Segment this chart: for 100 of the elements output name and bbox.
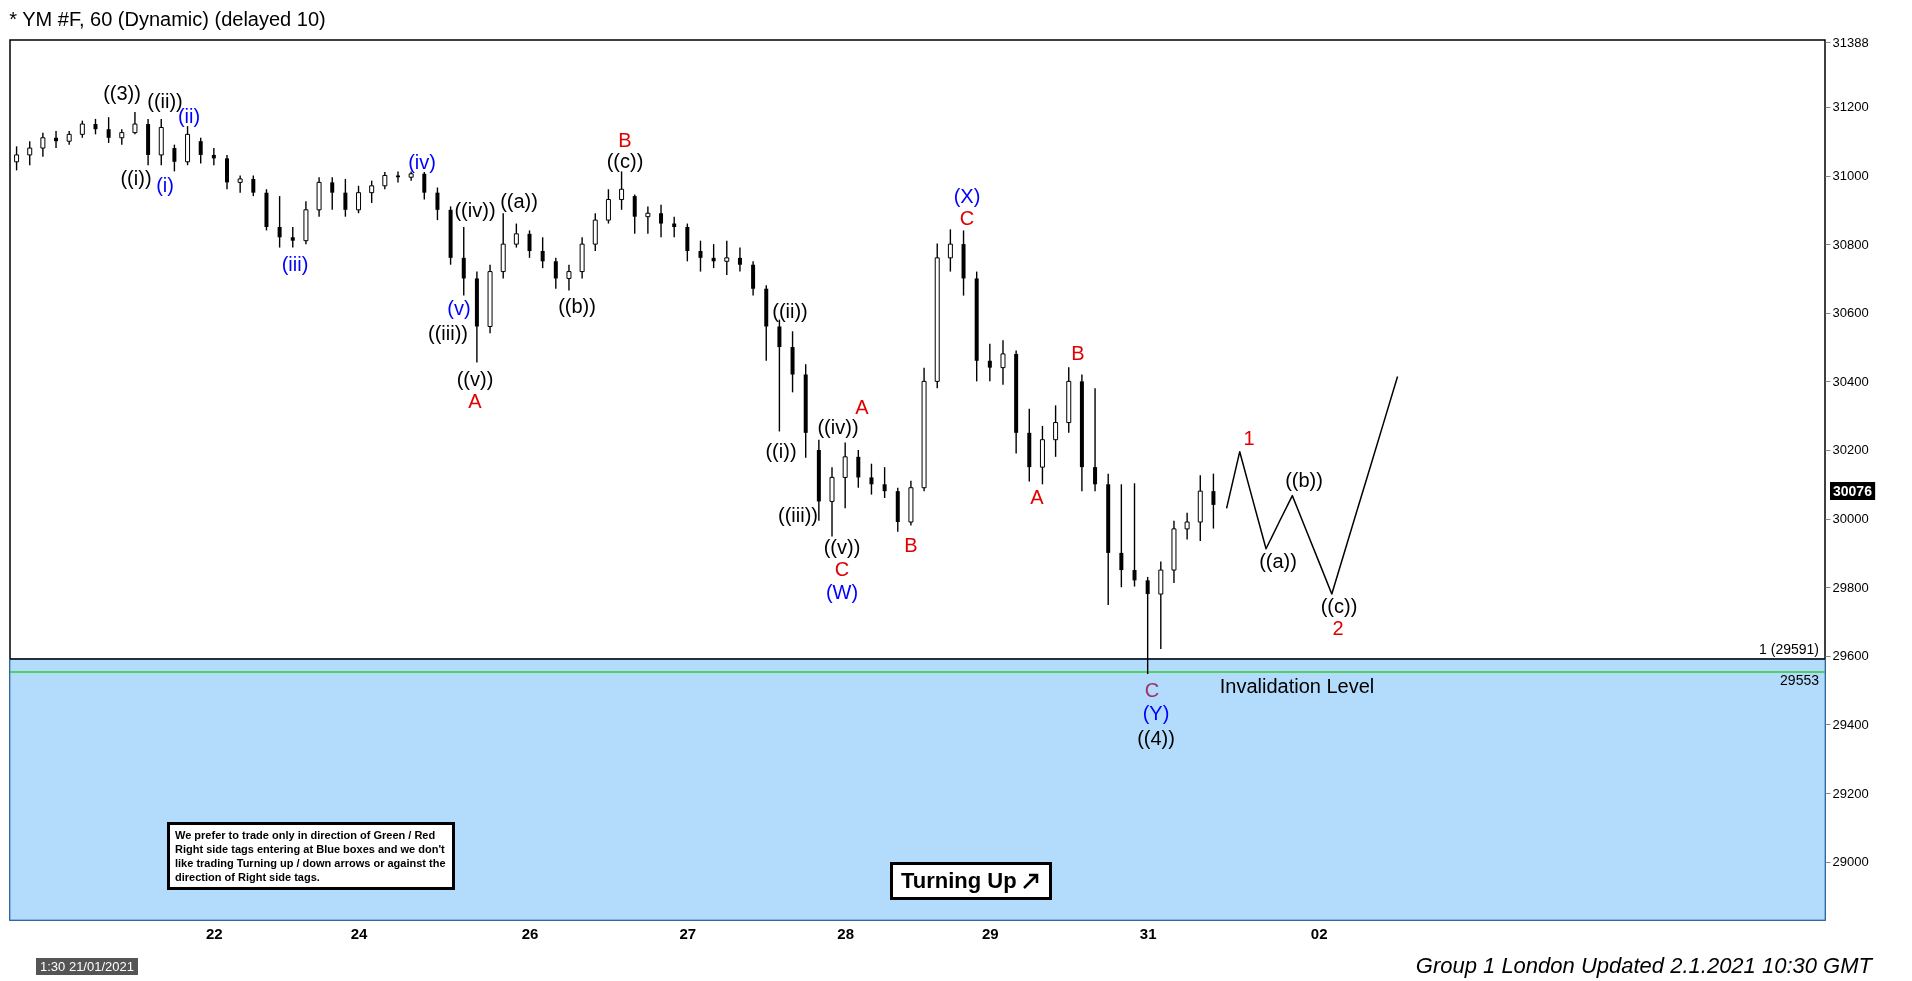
annotation: ((b)): [558, 295, 596, 317]
x-tick-label: 29: [981, 924, 999, 942]
annotation: (W): [825, 581, 859, 603]
candlestick: [1184, 512, 1190, 541]
candlestick: [435, 186, 440, 221]
candlestick: [237, 174, 243, 194]
candlestick: [369, 179, 375, 204]
annotation: Invalidation Level: [1219, 675, 1375, 697]
text: 1:30 21/01/2021: [36, 958, 138, 975]
candlestick: [566, 264, 572, 292]
y-tick-label: 29400: [1832, 716, 1869, 732]
annotation: (X): [953, 185, 981, 207]
y-tick-label: 29000: [1832, 854, 1869, 870]
annotation: ((iv)): [817, 416, 859, 438]
annotation: Turning Up: [901, 868, 1017, 894]
y-tick-label: 29200: [1832, 785, 1869, 801]
y-tick-label: 30000: [1832, 511, 1869, 527]
annotation: ((a)): [500, 190, 538, 212]
candlestick: [1000, 339, 1006, 386]
annotation: C: [1144, 679, 1160, 701]
candlestick: [605, 188, 611, 225]
candlestick: [882, 466, 887, 499]
annotation: ((iii)): [428, 322, 468, 344]
annotation: ((iv)): [454, 199, 496, 221]
candlestick: [553, 257, 558, 290]
label-box: Turning Up: [890, 862, 1052, 900]
candlestick: [1053, 404, 1059, 458]
annotation: ((iii)): [778, 504, 818, 526]
annotation: ((c)): [1320, 595, 1358, 617]
annotation: B: [1071, 342, 1085, 364]
candlestick: [1132, 482, 1137, 588]
candlestick: [947, 228, 953, 273]
candlestick: [343, 178, 348, 218]
x-tick-label: 02: [1310, 924, 1328, 942]
line-series: [1225, 375, 1399, 595]
ref-line-label: 29553: [1780, 671, 1820, 688]
annotation: ((a)): [1259, 550, 1297, 572]
annotation: B: [904, 534, 918, 556]
candlestick: [645, 205, 651, 235]
candlestick: [659, 203, 664, 238]
candlestick: [1119, 483, 1124, 588]
candlestick: [106, 116, 111, 144]
candlestick: [27, 140, 33, 166]
annotation: ((v)): [456, 368, 494, 390]
annotation: B: [618, 129, 632, 151]
candlestick: [698, 240, 703, 273]
x-tick-label: 26: [521, 924, 539, 942]
x-tick-label: 28: [837, 924, 855, 942]
candlestick: [251, 174, 256, 197]
annotation: A: [855, 396, 870, 418]
candlestick: [619, 170, 625, 211]
y-tick-label: 30200: [1832, 442, 1869, 458]
candlestick: [540, 236, 545, 269]
candlestick: [14, 145, 20, 172]
y-tick-label: 29800: [1832, 579, 1869, 595]
y-tick-label: 29600: [1832, 648, 1869, 664]
candlestick: [198, 137, 203, 165]
candlestick: [724, 240, 730, 276]
candlestick: [1211, 472, 1216, 530]
annotation: 1: [1243, 427, 1255, 449]
candlestick: [132, 111, 138, 136]
text: 30076: [1833, 483, 1873, 499]
y-tick-label: 30400: [1832, 373, 1869, 389]
annotation: 2: [1332, 617, 1344, 639]
annotation: ((b)): [1285, 469, 1323, 491]
y-tick-label: 30800: [1832, 236, 1869, 252]
candlestick: [461, 226, 466, 297]
x-tick-label: 31: [1139, 924, 1157, 942]
y-tick-label: 31000: [1832, 168, 1869, 184]
annotation: ((3)): [103, 82, 141, 104]
candlestick: [513, 222, 519, 249]
annotation: A: [468, 390, 483, 412]
candlestick: [869, 463, 874, 496]
ref-line-label: 1 (29591): [1759, 640, 1819, 657]
candlestick: [356, 185, 362, 214]
candlestick: [737, 246, 742, 273]
candlestick: [856, 449, 861, 489]
x-tick-label: 27: [679, 924, 697, 942]
annotation: ((ii)): [772, 300, 808, 322]
candlestick: [172, 143, 177, 173]
candlestick: [330, 176, 335, 211]
notice-box: We prefer to trade only in direction of Green / Red Right side tags entering at Blue boxes and we don't like trading Turning up / down arrows or against the direction of Right side tags.: [167, 822, 455, 890]
candlestick: [290, 226, 295, 249]
annotation: (iii): [281, 253, 309, 275]
annotation: (iv): [408, 151, 436, 173]
annotation: (v): [447, 297, 471, 319]
x-tick-label: 24: [350, 924, 369, 942]
candlestick: [987, 342, 992, 383]
text: Group 1 London Updated 2.1.2021 10:30 GMT: [1415, 953, 1872, 979]
annotation: ((4)): [1137, 727, 1175, 749]
y-tick-label: 31388: [1832, 34, 1869, 50]
annotation: A: [1030, 486, 1045, 508]
chart-title: * YM #F, 60 (Dynamic) (delayed 10): [9, 8, 326, 31]
candlestick: [527, 229, 532, 259]
candlestick: [277, 195, 282, 249]
annotation: ((i)): [765, 440, 797, 462]
annotation: ((i)): [120, 167, 152, 189]
y-tick-label: 31200: [1832, 99, 1869, 115]
annotation: C: [959, 207, 975, 229]
candlestick: [1093, 387, 1098, 492]
